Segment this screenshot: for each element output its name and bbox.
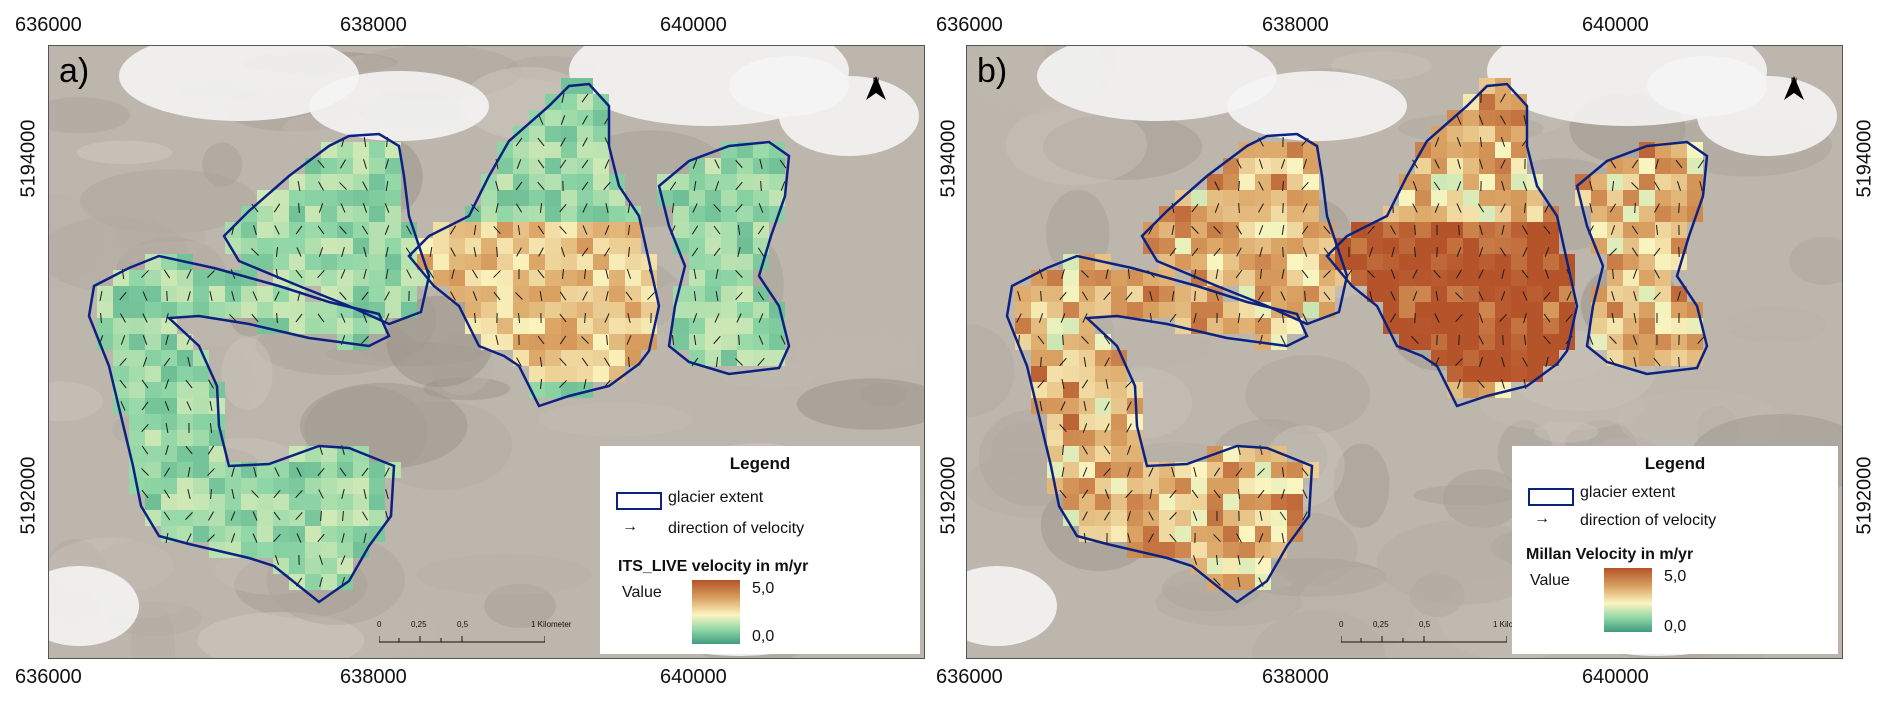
velocity-title: ITS_LIVE velocity in m/yr	[618, 558, 809, 575]
glacier-extent-swatch	[1528, 488, 1574, 506]
north-arrow-icon: N	[1784, 76, 1804, 100]
arrow-icon: →	[1534, 510, 1550, 527]
x-tick-bottom-a-2: 640000	[660, 666, 727, 688]
map-panel-a: a) N 0 0,25 0,5 1 Kilometer Legend glaci…	[48, 45, 925, 659]
scale-label-0: 0	[377, 620, 382, 629]
north-arrow-shape	[1784, 76, 1804, 100]
legend-b: Legend glacier extent → direction of vel…	[1512, 446, 1838, 654]
direction-label: direction of velocity	[668, 520, 805, 537]
north-arrow-shape	[866, 76, 886, 100]
legend-a: Legend glacier extent → direction of vel…	[600, 446, 920, 654]
velocity-color-ramp	[1604, 568, 1652, 632]
ramp-min-label: 0,0	[1664, 618, 1687, 635]
arrow-icon: →	[622, 518, 638, 535]
scale-label-05: 0,5	[1419, 620, 1431, 629]
scale-bar-shape	[379, 636, 545, 643]
scale-bar-a: 0 0,25 0,5 1 Kilometer	[377, 620, 571, 644]
scale-label-025: 0,25	[1373, 620, 1389, 629]
value-label: Value	[1530, 572, 1570, 589]
value-label: Value	[622, 584, 662, 601]
scale-bar-b: 0 0,25 0,5 1 Kilometer	[1339, 620, 1533, 644]
x-tick-top-a-1: 638000	[340, 14, 407, 36]
map-panel-b: b) N 0 0,25 0,5 1 Kilometer Legend glaci…	[966, 45, 1843, 659]
y-tick-left-b-1: 5192000	[937, 456, 960, 535]
x-tick-top-a-0: 636000	[15, 14, 82, 36]
x-tick-bottom-b-2: 640000	[1582, 666, 1649, 688]
glacier-extent-label: glacier extent	[668, 489, 764, 506]
x-tick-bottom-b-1: 638000	[1262, 666, 1329, 688]
ramp-max-label: 5,0	[752, 580, 775, 597]
panel-label-b: b)	[977, 52, 1008, 90]
scale-bar-shape	[1341, 636, 1507, 643]
scale-label-025: 0,25	[411, 620, 427, 629]
y-tick-right-b-0: 5194000	[1853, 119, 1876, 198]
velocity-color-ramp	[692, 580, 740, 644]
ramp-max-label: 5,0	[1664, 568, 1687, 585]
x-tick-bottom-b-0: 636000	[936, 666, 1003, 688]
legend-title: Legend	[729, 454, 791, 473]
x-tick-top-a-2: 640000	[660, 14, 727, 36]
x-tick-bottom-a-1: 638000	[340, 666, 407, 688]
glacier-extent-label: glacier extent	[1580, 484, 1676, 501]
panel-label-a: a)	[59, 52, 90, 90]
x-tick-top-b-0: 636000	[936, 14, 1003, 36]
y-tick-right-b-1: 5192000	[1853, 456, 1876, 535]
scale-label-0: 0	[1339, 620, 1344, 629]
north-arrow-icon: N	[866, 76, 886, 100]
y-tick-left-a-0: 5194000	[17, 119, 40, 198]
y-tick-left-a-1: 5192000	[17, 456, 40, 535]
velocity-title: Millan Velocity in m/yr	[1526, 546, 1694, 563]
scale-label-1km: 1 Kilometer	[531, 620, 572, 629]
glacier-extent-swatch	[616, 492, 662, 510]
x-tick-top-b-2: 640000	[1582, 14, 1649, 36]
legend-title: Legend	[1644, 454, 1706, 473]
scale-label-05: 0,5	[457, 620, 469, 629]
x-tick-bottom-a-0: 636000	[15, 666, 82, 688]
direction-label: direction of velocity	[1580, 512, 1717, 529]
ramp-min-label: 0,0	[752, 628, 775, 645]
x-tick-top-b-1: 638000	[1262, 14, 1329, 36]
y-tick-left-b-0: 5194000	[937, 119, 960, 198]
